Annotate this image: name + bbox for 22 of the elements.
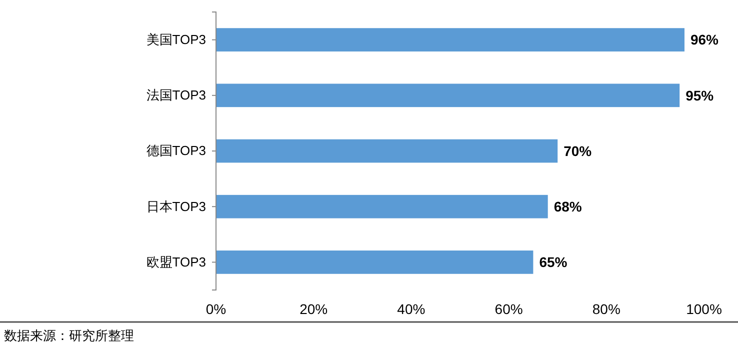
y-tick-label: 日本TOP3 <box>146 198 206 214</box>
data-label: 95% <box>686 87 714 104</box>
bar <box>216 28 684 52</box>
bar <box>216 194 548 218</box>
x-tick-label: 60% <box>494 300 523 317</box>
data-label: 70% <box>564 142 592 159</box>
y-tick-label: 欧盟TOP3 <box>146 254 206 270</box>
x-tick-label: 100% <box>686 300 722 317</box>
bar <box>216 139 558 163</box>
data-label: 68% <box>554 198 582 214</box>
y-tick-label: 美国TOP3 <box>146 32 206 47</box>
bar <box>216 84 680 108</box>
data-label: 65% <box>539 254 568 270</box>
bar <box>216 250 534 274</box>
y-tick-label: 德国TOP3 <box>146 143 206 158</box>
y-tick-label: 法国TOP3 <box>146 88 206 103</box>
x-tick-label: 0% <box>206 300 226 317</box>
source-note: 数据来源：研究所整理 <box>4 329 134 344</box>
data-label: 96% <box>690 32 720 48</box>
x-tick-label: 80% <box>592 300 620 317</box>
x-tick-label: 20% <box>300 300 328 317</box>
x-tick-label: 40% <box>397 300 426 317</box>
